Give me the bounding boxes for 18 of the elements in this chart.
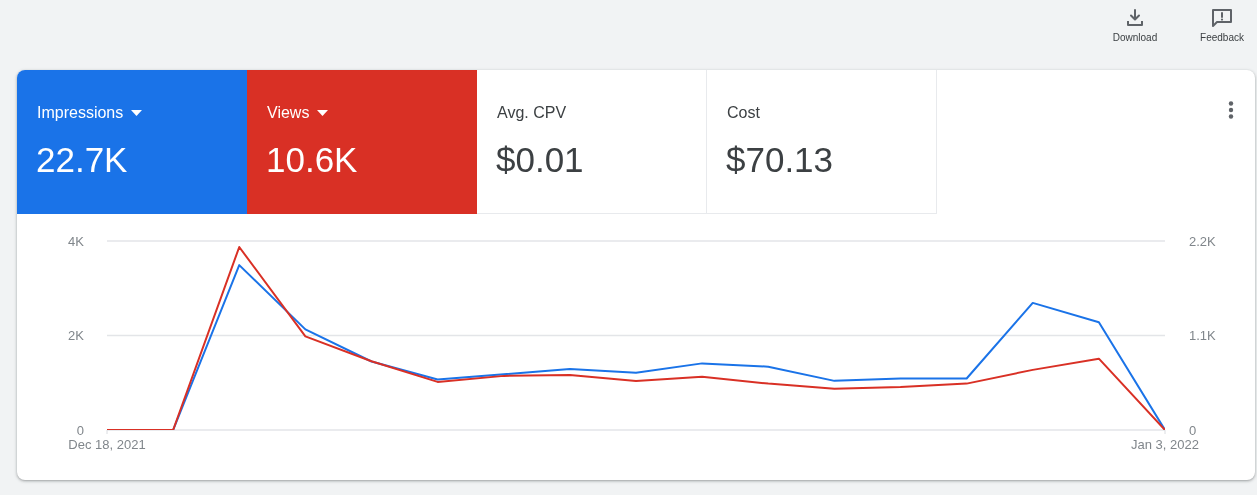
category-label: Impressions	[37, 104, 124, 122]
category-label: Cost	[727, 104, 760, 122]
y2-tick-label: 2.2K	[1189, 233, 1217, 249]
category-label: Views	[267, 104, 310, 122]
text: Feedback	[1199, 32, 1245, 43]
text: Download	[1111, 32, 1159, 43]
y-tick-label: 2K	[68, 328, 85, 344]
y2-tick-label: 0	[1189, 422, 1197, 438]
x-tick-label: Dec 18, 2021	[68, 437, 146, 453]
text: $70.13	[726, 140, 834, 179]
text: 22.7K	[36, 140, 128, 179]
text: 10.6K	[266, 140, 358, 179]
y-tick-label: 0	[76, 422, 84, 438]
category-label: Avg. CPV	[497, 104, 567, 122]
y-tick-label: 4K	[68, 233, 85, 249]
y2-tick-label: 1.1K	[1189, 328, 1217, 344]
text: $0.01	[496, 140, 584, 179]
x-tick-label: Jan 3, 2022	[1131, 437, 1199, 453]
